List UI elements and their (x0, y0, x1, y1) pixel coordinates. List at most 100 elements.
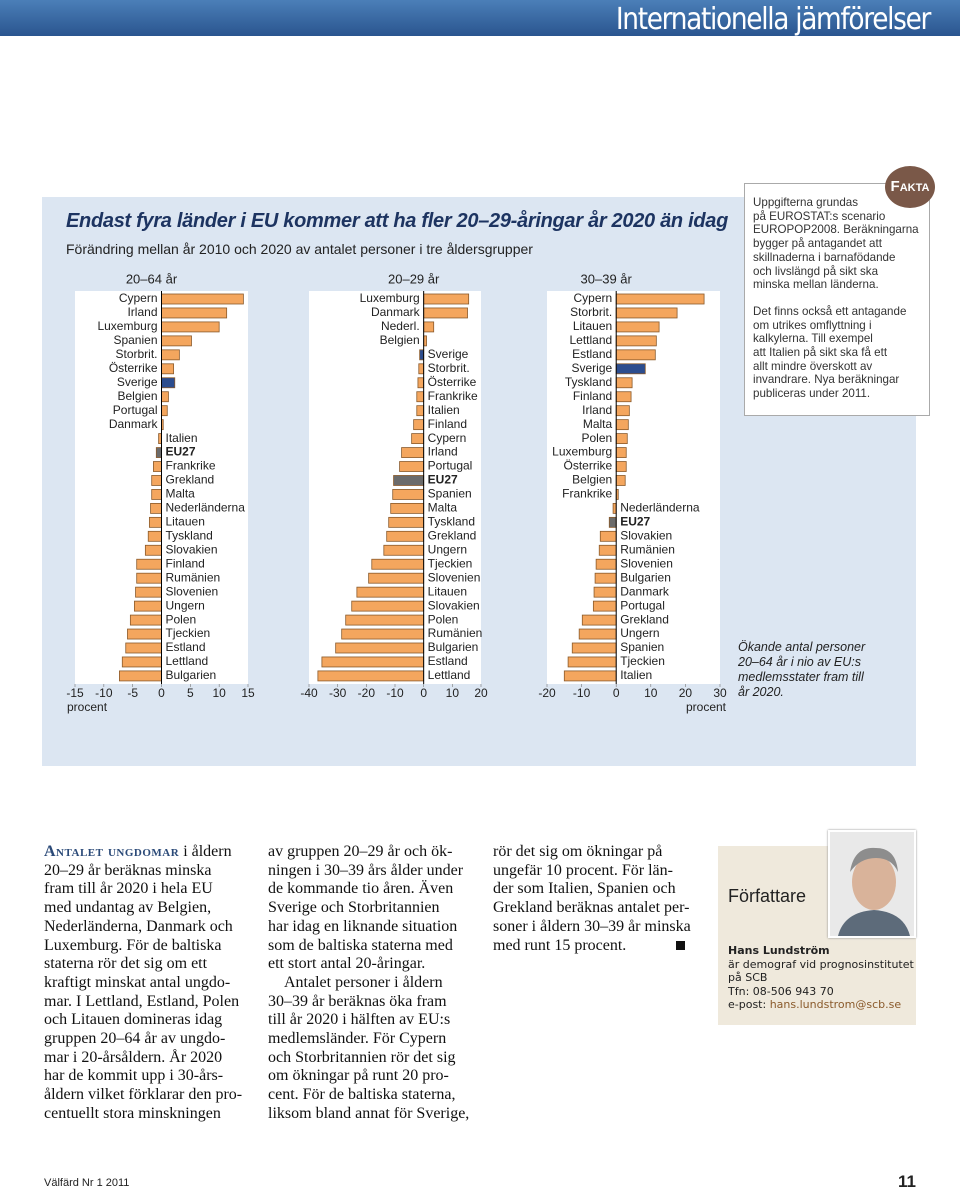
bar (563, 670, 617, 682)
category-label: Österrike (564, 459, 613, 473)
category-label: Bulgarien (428, 640, 479, 654)
author-name: Hans Lundström (728, 944, 830, 957)
text-line: Nederländerna, Danmark och (44, 917, 233, 935)
category-label: Finland (428, 417, 467, 431)
bar (151, 475, 162, 486)
text-line: har idag en liknande situation (268, 917, 458, 935)
text-line: åldern vilket förklarar den pro- (44, 1086, 243, 1104)
category-label: Grekland (166, 473, 215, 487)
category-label: Slovakien (428, 598, 480, 612)
bar (615, 461, 627, 472)
bar (129, 614, 162, 626)
category-label: Luxemburg (97, 319, 157, 333)
text-line: som de baltiska staterna med (268, 936, 453, 954)
bar (345, 614, 425, 626)
text-line: liksom bland annat för Sverige, (268, 1104, 470, 1122)
bar (581, 614, 617, 626)
category-label: Nederländerna (166, 501, 246, 515)
category-label: Sverige (428, 347, 469, 361)
x-tick-label: 0 (158, 686, 165, 700)
category-label: Tjeckien (166, 626, 211, 640)
bar (608, 516, 617, 528)
text-line: mar i 20-årsåldern. År 2020 (44, 1048, 223, 1066)
text-line: fram till år 2020 i hela EU (44, 880, 213, 898)
bar (161, 307, 228, 319)
fact-line: om utrikes omflyttning i (753, 318, 872, 332)
bar (150, 502, 162, 514)
category-label: Polen (428, 612, 459, 626)
category-label: Sverige (572, 361, 613, 375)
article-column: Antalet ungdomar i åldern 20–29 år beräkn… (44, 843, 259, 1124)
bar (161, 405, 168, 417)
category-label: Slovenien (620, 556, 673, 570)
category-label: Polen (166, 612, 197, 626)
category-label: Bulgarien (620, 570, 671, 584)
caption-line: Ökande antal personer (738, 640, 866, 654)
fact-line: allt mindre överskott av (753, 359, 873, 373)
category-label: Estland (572, 347, 612, 361)
text-line: Antalet ungdomar i åldern (44, 843, 259, 862)
x-tick-label: -10 (573, 686, 591, 700)
category-label: Litauen (573, 319, 612, 333)
author-line: är demograf vid prognosinstitutet (728, 957, 914, 971)
bar (399, 461, 425, 472)
text-line: ett stort antal 20-åringar. (268, 955, 426, 973)
category-label: Estland (166, 640, 206, 654)
fact-line: minska mellan länderna. (753, 278, 879, 292)
category-label: Bulgarien (166, 668, 217, 682)
text-line: mar. I Lettland, Estland, Polen (44, 992, 240, 1010)
article-column: rör det sig om ökningar på ungefär 10 pro… (493, 843, 708, 955)
bar (615, 447, 627, 458)
text-line: ningen i 30–39 års ålder under (268, 861, 464, 879)
category-label: Cypern (119, 291, 158, 305)
text-span: i åldern (183, 843, 232, 860)
category-label: Slovenien (166, 584, 219, 598)
category-label: Litauen (428, 584, 467, 598)
author-line: Tfn: 08-506 943 70 (728, 984, 834, 998)
bar (615, 349, 656, 361)
category-label: Rumänien (166, 570, 221, 584)
bar (413, 419, 425, 431)
end-mark (676, 940, 686, 950)
bar (615, 377, 633, 389)
bar (598, 544, 617, 556)
text-line: och Litauen domineras idag (44, 1011, 223, 1029)
bar (371, 558, 425, 570)
text-line: staterna rör det sig om ett (44, 955, 208, 973)
fact-line: EUROPOP2008. Beräkningarna (753, 223, 919, 237)
category-label: Slovakien (620, 528, 672, 542)
category-label: Malta (428, 501, 458, 515)
author-photo (828, 830, 916, 938)
text-line: rör det sig om ökningar på (493, 843, 663, 860)
bar (416, 405, 425, 417)
bar (161, 335, 192, 347)
x-tick-label: 30 (713, 686, 727, 700)
category-label: Spanien (620, 640, 664, 654)
bar (615, 293, 705, 305)
text-line: der som Italien, Spanien och (493, 880, 676, 898)
bar (147, 530, 162, 542)
category-label: Frankrike (428, 389, 478, 403)
category-label: Sverige (117, 375, 158, 389)
bar (351, 600, 425, 612)
category-label: Tyskland (428, 515, 475, 529)
category-label: Slovenien (428, 570, 481, 584)
bar (335, 642, 425, 654)
bar (161, 363, 175, 375)
text-line: de kommande tio åren. Även (268, 880, 454, 898)
category-label: Tjeckien (428, 556, 473, 570)
category-label: Belgien (380, 333, 420, 347)
category-label: Portugal (620, 598, 665, 612)
category-label: Finland (573, 389, 612, 403)
bar (393, 475, 425, 486)
category-label: Nederländerna (620, 501, 700, 515)
category-label: Italien (166, 431, 198, 445)
figure-title: Endast fyra länder i EU kommer att ha fl… (66, 210, 729, 232)
x-tick-label: 10 (446, 686, 460, 700)
x-axis-label: procent (67, 700, 108, 714)
bar (161, 293, 244, 305)
category-label: Rumänien (620, 542, 675, 556)
bar (615, 307, 678, 319)
bar (368, 572, 425, 584)
